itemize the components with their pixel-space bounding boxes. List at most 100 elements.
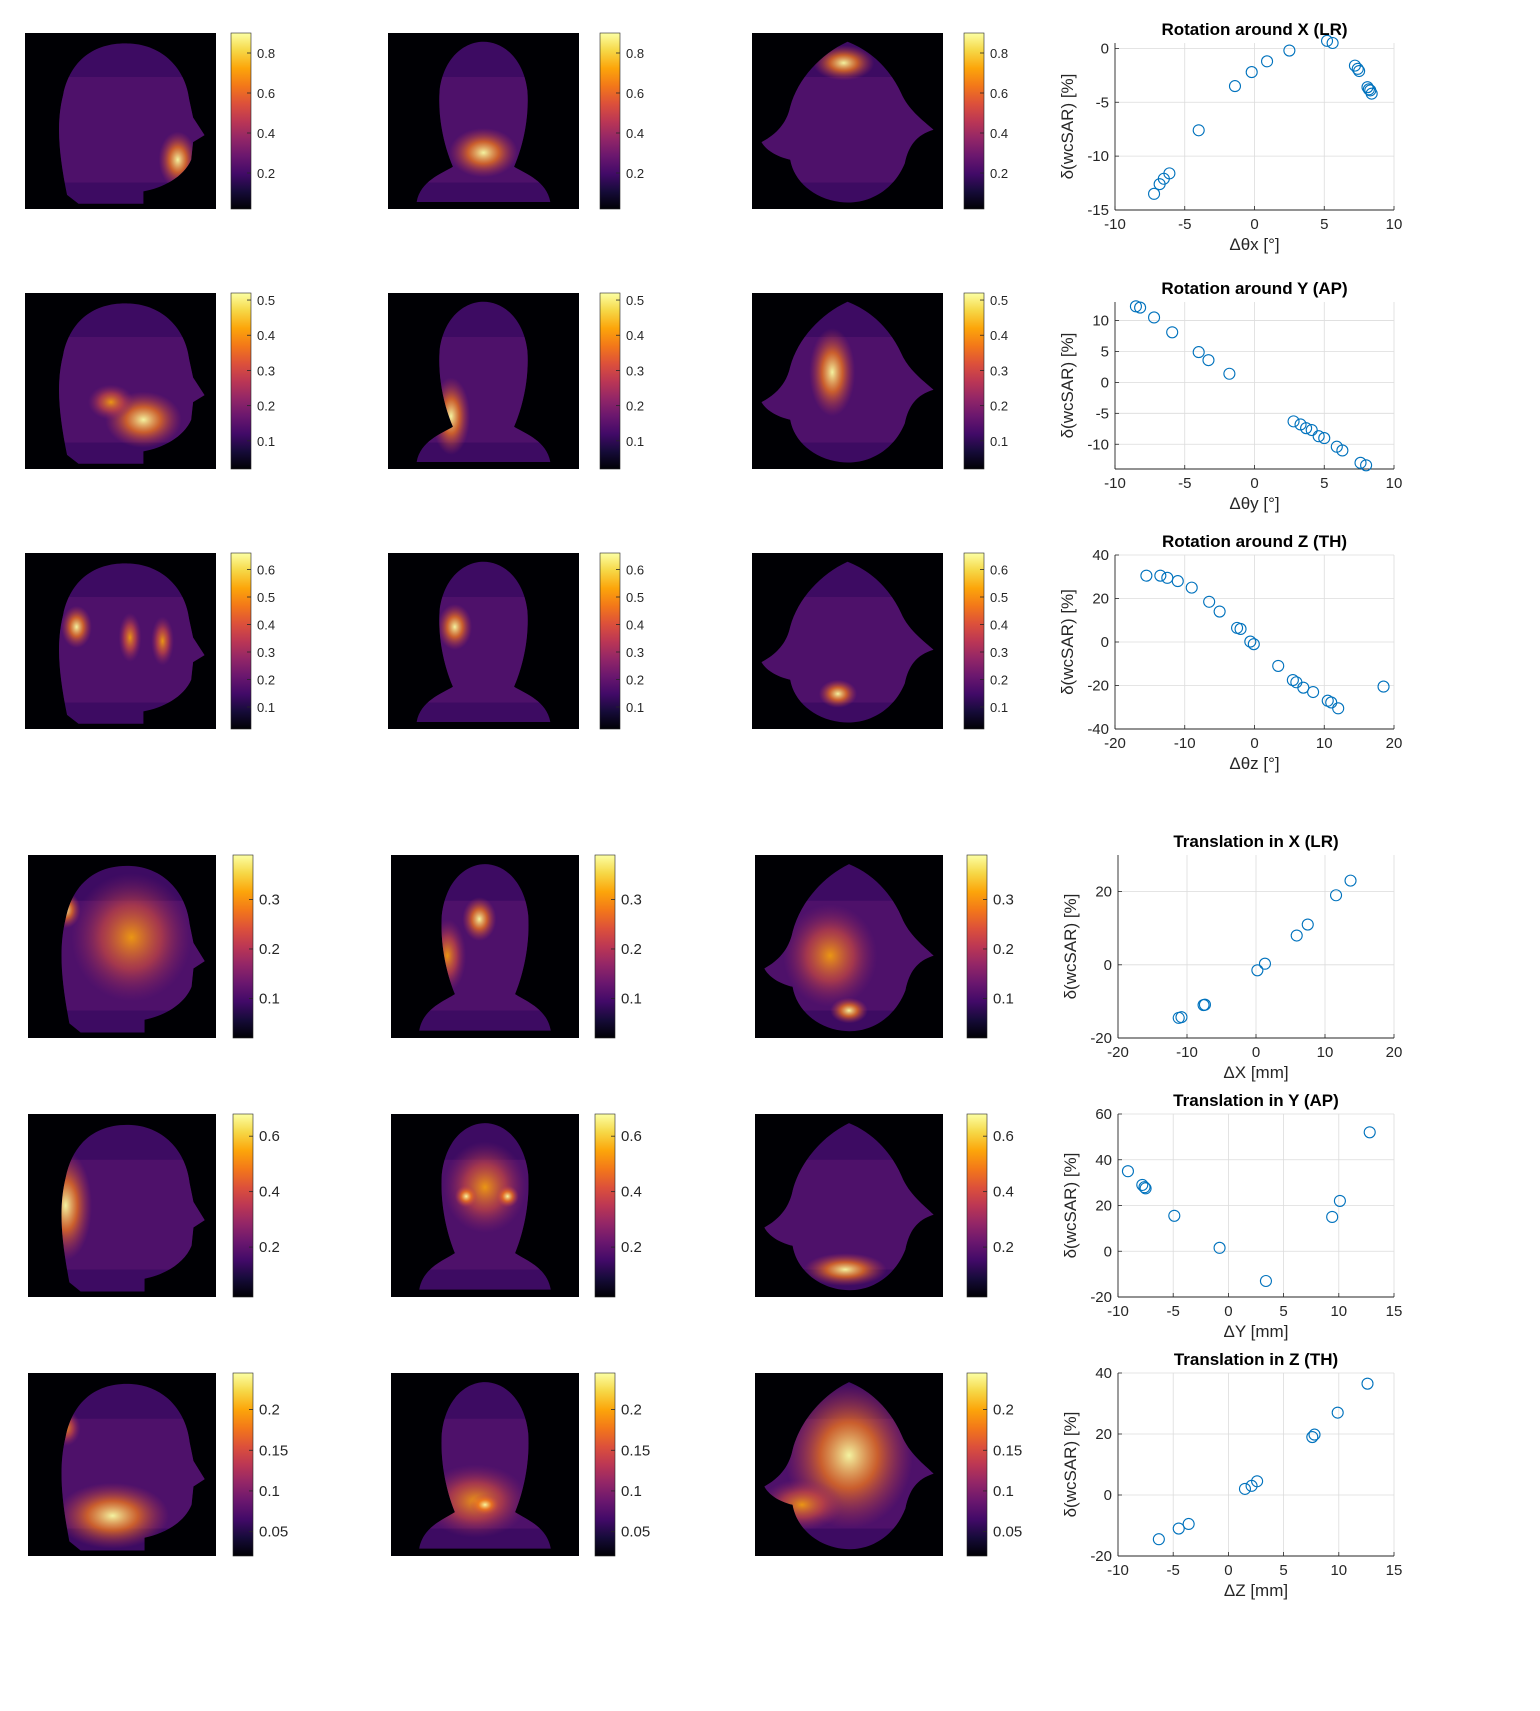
- colorbar-tick-label: 0.6: [993, 1128, 1014, 1145]
- data-point: [1152, 1533, 1165, 1546]
- x-tick-label: 5: [1320, 475, 1328, 492]
- data-point: [1301, 918, 1314, 931]
- x-tick-label: -10: [1107, 1303, 1129, 1320]
- x-tick-label: 10: [1386, 475, 1403, 492]
- y-tick-label: 0: [1104, 1487, 1112, 1504]
- x-tick-label: 5: [1320, 216, 1328, 233]
- colorbar: 0.2 0.4 0.6: [232, 1113, 280, 1298]
- data-point: [1283, 44, 1296, 57]
- colorbar-tick-label: 0.3: [621, 892, 642, 909]
- scatter-chart: -10 -5 0 5 10 15 -20 0 20 40 Translation in Z (TH)…: [1061, 1350, 1402, 1600]
- chart-title: Translation in Z (TH): [1174, 1350, 1338, 1369]
- data-point: [1203, 595, 1216, 608]
- colorbar: 0.2 0.4 0.6: [594, 1113, 642, 1298]
- x-tick-label: 0: [1224, 1303, 1232, 1320]
- data-point: [1361, 1377, 1374, 1390]
- scatter-chart: -10 -5 0 5 10 15 -20 0 20 40 60 Translation in Y (A…: [1061, 1091, 1402, 1341]
- x-tick-label: 0: [1250, 216, 1258, 233]
- data-point: [1163, 167, 1176, 180]
- colorbar-tick-label: 0.2: [259, 1402, 280, 1419]
- data-point: [1336, 444, 1349, 457]
- head-sar-map: [25, 293, 216, 469]
- data-point: [1331, 1406, 1344, 1419]
- data-point: [1354, 456, 1367, 469]
- x-axis-label: Δθz [°]: [1229, 754, 1279, 773]
- y-tick-label: -5: [1096, 94, 1109, 111]
- colorbar-tick-label: 0.4: [990, 126, 1008, 141]
- x-tick-label: -5: [1178, 475, 1191, 492]
- data-point: [1305, 423, 1318, 437]
- data-point: [1259, 1274, 1272, 1288]
- colorbar-tick-label: 0.3: [259, 892, 280, 909]
- colorbar-tick-label: 0.4: [626, 328, 644, 343]
- y-tick-label: -20: [1090, 1289, 1112, 1306]
- head-sar-map: [388, 33, 579, 209]
- colorbar-tick-label: 0.3: [993, 892, 1014, 909]
- data-point: [1333, 1194, 1346, 1207]
- colorbar-tick-label: 0.05: [259, 1524, 288, 1541]
- colorbar: 0.2 0.4 0.6: [966, 1113, 1014, 1298]
- data-point: [1308, 1428, 1321, 1441]
- x-axis-label: ΔX [mm]: [1223, 1063, 1288, 1082]
- head-sar-map: [388, 553, 579, 729]
- colorbar: 0.1 0.2 0.3 0.4 0.5 0.6: [963, 552, 1008, 730]
- data-point: [1363, 1126, 1376, 1139]
- x-tick-label: -10: [1176, 1044, 1198, 1061]
- x-axis-label: ΔY [mm]: [1224, 1322, 1289, 1341]
- y-tick-label: 0: [1101, 40, 1109, 57]
- chart-title: Rotation around X (LR): [1161, 20, 1347, 39]
- colorbar-tick-label: 0.4: [257, 126, 275, 141]
- y-tick-label: -5: [1096, 405, 1109, 422]
- colorbar-tick-label: 0.4: [257, 328, 275, 343]
- colorbar: 0.1 0.2 0.3 0.4 0.5: [963, 292, 1008, 470]
- colorbar-tick-label: 0.05: [993, 1524, 1022, 1541]
- data-point: [1312, 430, 1325, 443]
- colorbar-tick-label: 0.05: [621, 1524, 650, 1541]
- colorbar-tick-label: 0.2: [993, 1239, 1014, 1256]
- colorbar: 0.1 0.2 0.3: [232, 854, 280, 1039]
- data-point: [1286, 674, 1299, 687]
- colorbar: 0.2 0.4 0.6 0.8: [963, 32, 1008, 210]
- data-point: [1258, 957, 1272, 970]
- x-tick-label: -20: [1104, 735, 1126, 752]
- data-point: [1134, 301, 1147, 314]
- y-tick-label: 10: [1092, 313, 1109, 330]
- y-axis-label: δ(wcSAR) [%]: [1058, 333, 1077, 439]
- colorbar-tick-label: 0.1: [626, 434, 644, 449]
- data-point: [1198, 998, 1211, 1011]
- y-tick-label: 0: [1101, 374, 1109, 391]
- data-point: [1251, 1475, 1264, 1488]
- data-point: [1171, 575, 1184, 588]
- colorbar-tick-label: 0.2: [257, 673, 275, 688]
- x-tick-label: 5: [1279, 1562, 1287, 1579]
- data-point: [1121, 1165, 1134, 1178]
- data-point: [1261, 55, 1274, 68]
- colorbar: 0.1 0.2 0.3 0.4 0.5 0.6: [230, 552, 275, 730]
- colorbar-tick-label: 0.4: [621, 1184, 642, 1201]
- y-tick-label: 40: [1095, 1152, 1112, 1169]
- data-point: [1228, 80, 1242, 93]
- colorbar-tick-label: 0.3: [257, 363, 275, 378]
- x-axis-label: Δθy [°]: [1229, 494, 1279, 513]
- data-point: [1244, 635, 1257, 648]
- y-tick-label: 20: [1095, 1198, 1112, 1215]
- y-tick-label: -10: [1087, 436, 1109, 453]
- data-point: [1175, 1011, 1188, 1024]
- colorbar-tick-label: 0.2: [257, 399, 275, 414]
- colorbar-tick-label: 0.6: [257, 86, 275, 101]
- head-sar-map: [28, 855, 216, 1038]
- colorbar-tick-label: 0.5: [990, 293, 1008, 308]
- colorbar: 0.1 0.2 0.3 0.4 0.5 0.6: [599, 552, 644, 730]
- y-axis-label: δ(wcSAR) [%]: [1061, 1153, 1080, 1259]
- colorbar-tick-label: 0.6: [990, 86, 1008, 101]
- x-tick-label: 20: [1386, 1044, 1403, 1061]
- colorbar-tick-label: 0.2: [621, 941, 642, 958]
- x-tick-label: 0: [1250, 475, 1258, 492]
- head-sar-map: [752, 293, 943, 469]
- data-point: [1138, 1181, 1151, 1194]
- data-point: [1185, 581, 1198, 594]
- x-tick-label: -10: [1174, 735, 1196, 752]
- data-point: [1365, 87, 1378, 100]
